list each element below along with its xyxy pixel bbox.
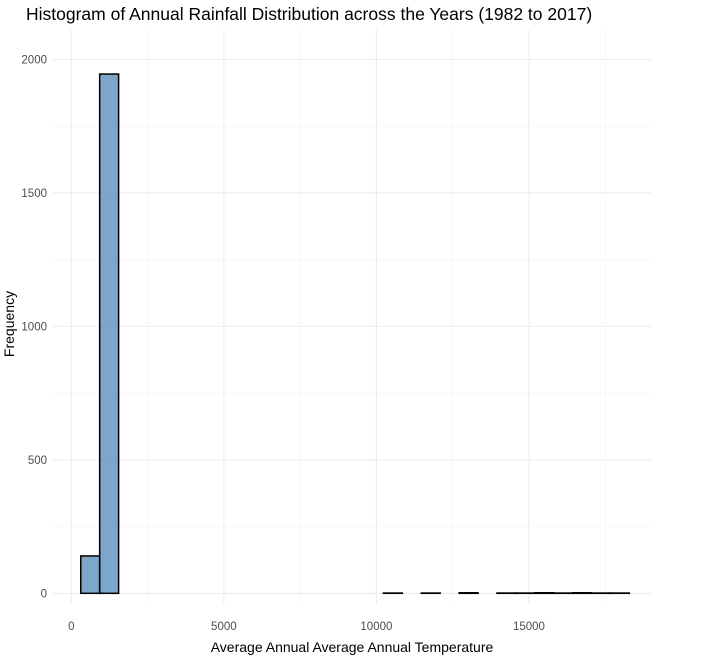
histogram-bar <box>98 73 120 595</box>
histogram-bar <box>571 592 593 595</box>
x-tick-label: 0 <box>68 621 74 633</box>
tick-labels: 0 5000 10000 15000 0 500 1000 1500 2000 <box>21 54 545 633</box>
x-axis-title: Average Annual Average Annual Temperatur… <box>211 639 494 655</box>
histogram-bar <box>458 592 479 595</box>
x-tick-label: 10000 <box>360 621 392 633</box>
histogram-bar <box>534 592 555 595</box>
y-tick-label: 0 <box>41 588 47 600</box>
grid <box>53 30 651 604</box>
y-tick-label: 2000 <box>21 54 47 66</box>
y-tick-label: 500 <box>28 455 47 467</box>
chart-title: Histogram of Annual Rainfall Distributio… <box>26 4 592 24</box>
histogram-bars <box>80 73 631 595</box>
histogram-bar <box>80 555 101 595</box>
y-tick-label: 1500 <box>21 188 47 200</box>
x-tick-label: 5000 <box>211 621 237 633</box>
y-axis-title: Frequency <box>1 291 17 357</box>
y-tick-label: 1000 <box>21 321 47 333</box>
x-tick-label: 15000 <box>513 621 545 633</box>
